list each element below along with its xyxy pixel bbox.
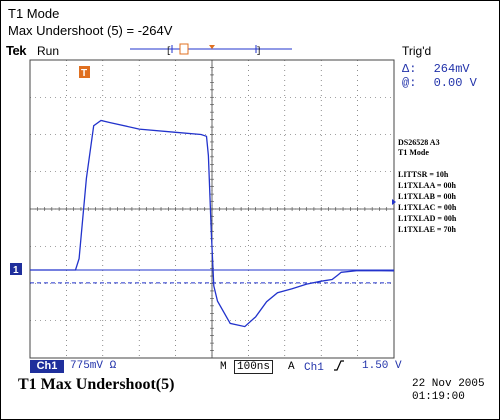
cursor-at-readout: @: 0.00 V (402, 76, 477, 90)
channel-1-marker[interactable]: 1 (10, 263, 22, 276)
register-line: LITTSR = 10h (398, 170, 449, 179)
record-position-bar: [ ] (130, 43, 292, 56)
trigger-position-marker[interactable]: T (79, 66, 90, 79)
svg-text:[: [ (166, 46, 171, 56)
svg-text:]: ] (256, 46, 261, 56)
waveform-layer (30, 119, 395, 328)
cursor-at-value: 0.00 V (433, 76, 477, 90)
trigger-level[interactable]: 1.50 V (362, 360, 402, 372)
graticule (29, 59, 395, 359)
trigger-channel: Ch1 (304, 362, 324, 374)
vertical-scale[interactable]: 775mV Ω (70, 360, 117, 372)
cursor-delta-label: Δ: (402, 62, 417, 76)
trigger-mode-label: A (288, 361, 295, 373)
channel-1-button[interactable]: Ch1 (30, 360, 64, 373)
figure-caption: T1 Max Undershoot(5) (18, 376, 175, 393)
trigger-level-arrow-icon[interactable] (392, 199, 396, 205)
capture-date: 22 Nov 2005 (412, 378, 485, 390)
waveform-trace (30, 119, 395, 328)
trigger-source[interactable]: Ch1 (304, 360, 345, 374)
svg-text:T: T (81, 68, 87, 79)
cursor-delta-value: 264mV (433, 62, 470, 76)
timebase-value[interactable]: 100ns (234, 360, 274, 374)
capture-time: 01:19:00 (412, 391, 465, 403)
register-line: L1TXLAA = 00h (398, 181, 456, 190)
cursor-delta-readout: Δ: 264mV (402, 62, 470, 76)
register-line: L1TXLAB = 00h (398, 192, 456, 201)
main-timebase-label: M (220, 361, 227, 373)
mode-title: T1 Mode (8, 6, 60, 21)
brand-label: Tek (6, 43, 26, 58)
trigger-state: Trig'd (402, 44, 432, 58)
register-line: L1TXLAD = 00h (398, 214, 457, 223)
register-line: L1TXLAC = 00h (398, 203, 457, 212)
svg-text:1: 1 (13, 265, 19, 276)
device-mode: T1 Mode (398, 148, 429, 157)
register-line: L1TXLAE = 70h (398, 225, 456, 234)
measurement-subtitle: Max Undershoot (5) = -264V (8, 23, 173, 38)
cursor-at-label: @: (402, 76, 417, 90)
rising-edge-icon (334, 360, 345, 371)
device-label: DS26528 A3 (398, 138, 440, 147)
run-state: Run (37, 44, 60, 58)
